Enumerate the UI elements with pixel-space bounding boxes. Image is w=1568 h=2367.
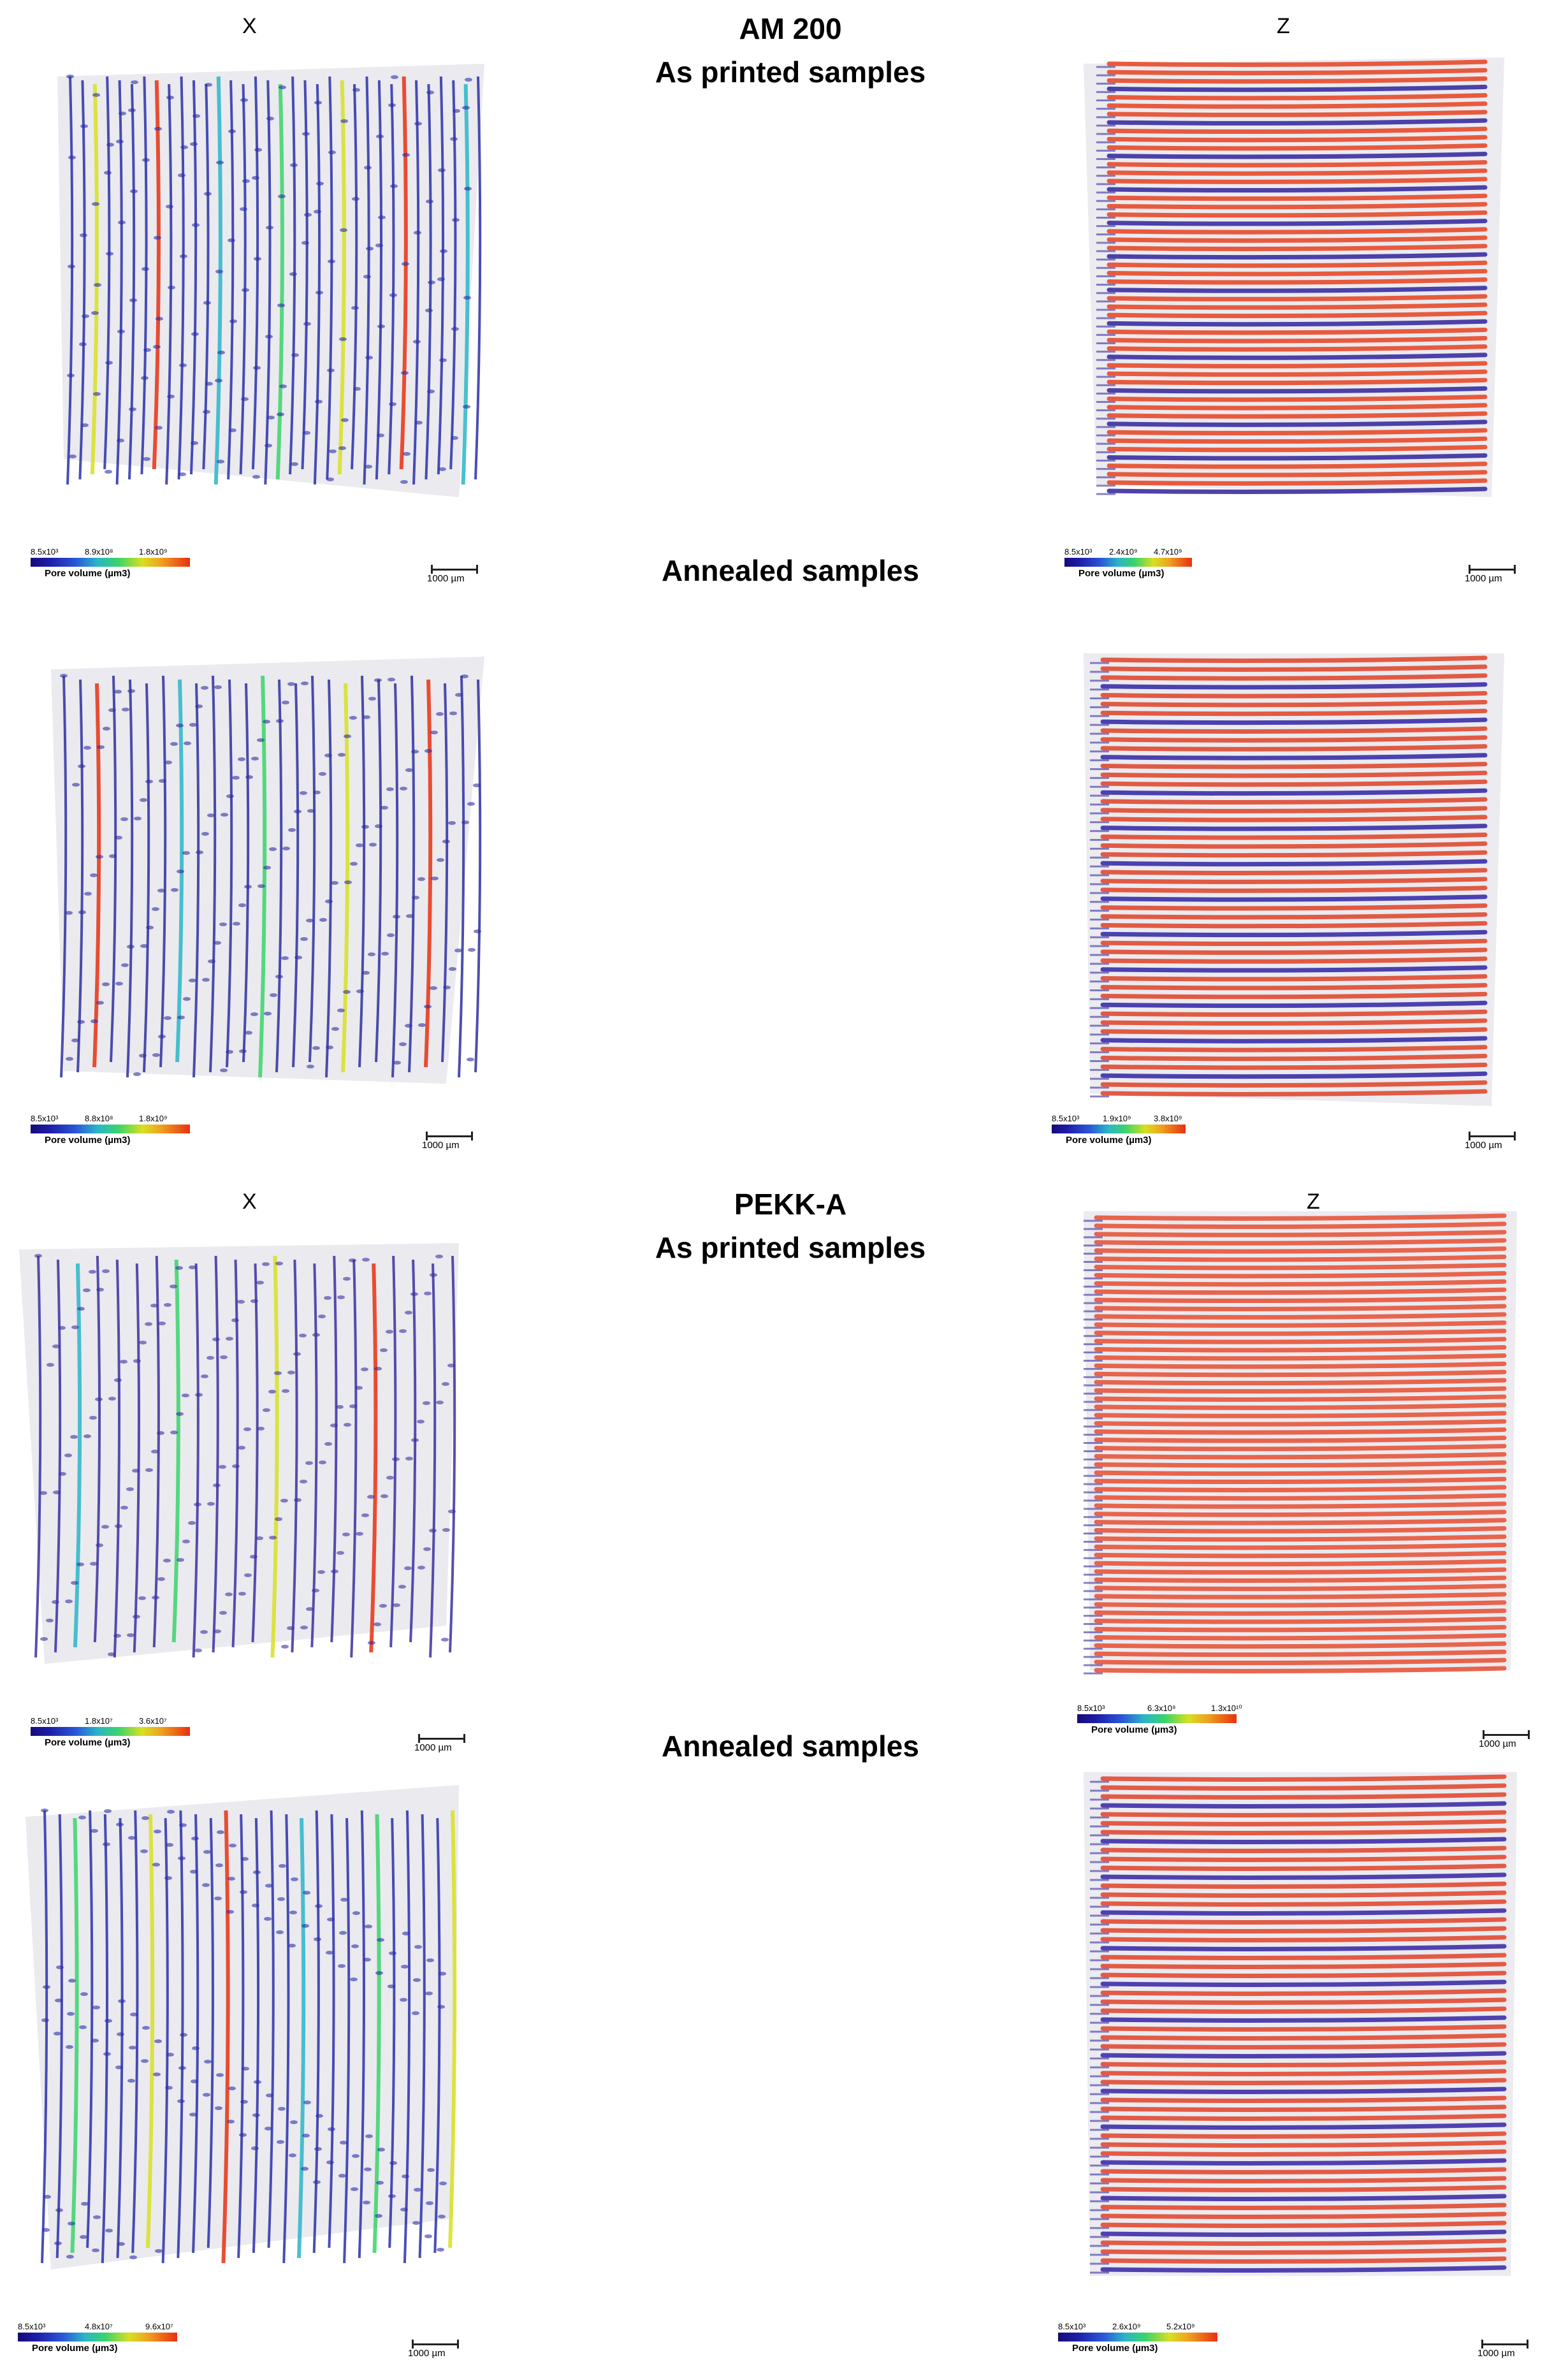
pore-volume-colorbar: 8.5x10³ 4.8x10⁷ 9.6x10⁷ Pore volume (µm3) (18, 2322, 177, 2360)
x-direction-label: X (242, 1190, 257, 1214)
pore-render-am200-x-printed (38, 51, 497, 510)
as-printed-heading: As printed samples (655, 55, 926, 89)
pore-volume-colorbar: 8.5x10³ 2.4x10⁹ 4.7x10⁹ Pore volume (µm3) (1064, 547, 1224, 585)
material-title: PEKK-A (734, 1188, 847, 1221)
pore-render-pekk-z-printed (1071, 1198, 1530, 1683)
scale-bar: 1000 µm (1477, 2340, 1535, 2361)
pore-render-am200-z-annealed (1071, 647, 1517, 1119)
scale-bar: 1000 µm (422, 1132, 479, 1153)
scale-bar: 1000 µm (1479, 1730, 1536, 1752)
pore-volume-colorbar: 8.5x10³ 8.8x10⁸ 1.8x10⁹ Pore volume (µm3) (31, 1114, 190, 1152)
pore-volume-colorbar: 8.5x10³ 6.3x10⁹ 1.3x10¹⁰ Pore volume (µm3) (1077, 1703, 1242, 1735)
pore-render-pekk-x-annealed (13, 1772, 472, 2282)
pore-render-am200-x-annealed (38, 650, 497, 1096)
pore-volume-colorbar: 8.5x10³ 1.8x10⁷ 3.6x10⁷ Pore volume (µm3) (31, 1716, 190, 1754)
x-direction-label: X (242, 14, 257, 38)
as-printed-heading: As printed samples (655, 1231, 926, 1264)
annealed-heading: Annealed samples (662, 554, 919, 587)
annealed-heading: Annealed samples (662, 1730, 919, 1763)
z-direction-label: Z (1307, 1190, 1320, 1214)
pore-render-pekk-z-annealed (1071, 1766, 1530, 2289)
pore-volume-colorbar: 8.5x10³ 1.9x10⁹ 3.8x10⁹ Pore volume (µm3) (1052, 1114, 1211, 1152)
material-title: AM 200 (739, 12, 842, 45)
scale-bar: 1000 µm (408, 2340, 465, 2361)
pore-render-pekk-x-printed (13, 1230, 472, 1677)
scale-bar: 1000 µm (427, 565, 484, 586)
z-direction-label: Z (1277, 14, 1290, 38)
scale-bar: 1000 µm (1465, 1132, 1522, 1153)
scale-bar: 1000 µm (1465, 565, 1522, 586)
scale-bar: 1000 µm (414, 1734, 472, 1756)
pore-volume-colorbar: 8.5x10³ 8.9x10⁸ 1.8x10⁹ Pore volume (µm3) (31, 547, 190, 585)
pore-render-am200-z-printed (1071, 51, 1517, 510)
pore-volume-colorbar: 8.5x10³ 2.6x10⁹ 5.2x10⁹ Pore volume (µm3) (1058, 2322, 1217, 2360)
